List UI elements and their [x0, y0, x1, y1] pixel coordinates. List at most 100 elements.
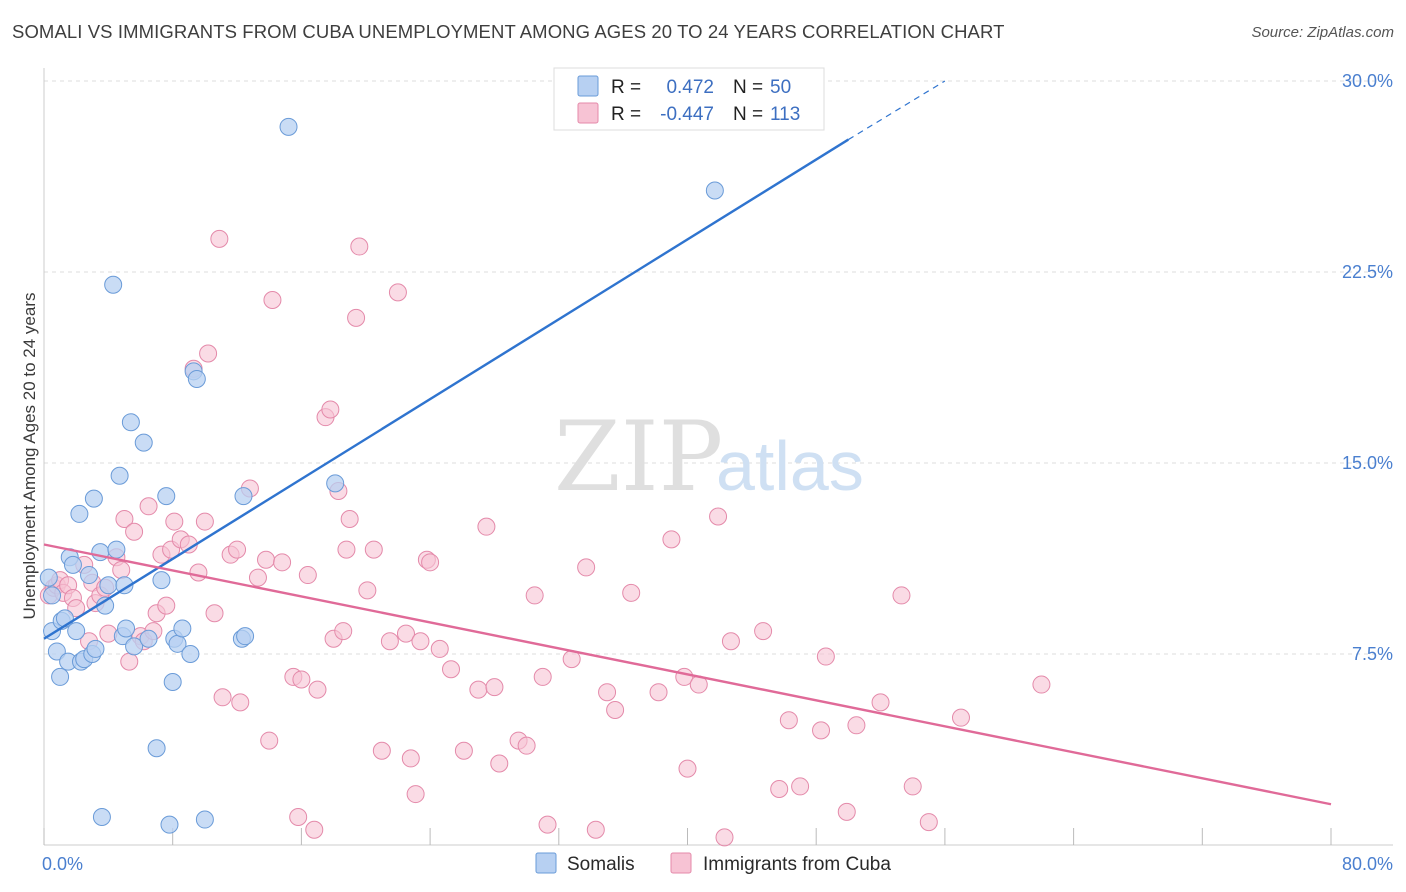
legend-n-value-somali: 50: [770, 77, 791, 98]
y-tick-label-0: 7.5%: [1352, 644, 1393, 664]
somali-point-10: [67, 622, 86, 641]
cuba-point-111: [951, 708, 970, 727]
chart-source: Source: ZipAtlas.com: [1251, 24, 1394, 41]
legend-r-value-cuba: -0.447: [660, 104, 714, 125]
somali-point-14: [80, 566, 99, 585]
watermark-atlas: atlas: [716, 427, 864, 505]
cuba-point-39: [228, 540, 247, 559]
somali-point-23: [107, 540, 126, 559]
somali-point-35: [160, 815, 179, 834]
cuba-point-106: [847, 716, 866, 735]
somali-points: [39, 117, 724, 834]
watermark-zip: ZIP: [554, 401, 723, 513]
cuba-point-50: [298, 566, 317, 585]
cuba-point-37: [213, 688, 232, 707]
somali-point-9: [63, 555, 82, 574]
cuba-point-74: [442, 660, 461, 679]
bottom-legend-swatch-cuba: [670, 852, 692, 874]
cuba-point-94: [678, 759, 697, 778]
somali-point-36: [163, 673, 182, 692]
cuba-point-32: [189, 563, 208, 582]
somali-point-43: [195, 810, 214, 829]
cuba-point-107: [871, 693, 890, 712]
y-tick-label-3: 30.0%: [1342, 71, 1393, 91]
cuba-point-64: [372, 741, 391, 760]
cuba-trend-line: [43, 543, 1332, 806]
cuba-point-105: [837, 802, 856, 821]
cuba-point-112: [1032, 675, 1051, 694]
cuba-point-58: [337, 540, 356, 559]
cuba-point-89: [606, 701, 625, 720]
somali-point-11: [70, 504, 89, 523]
cuba-point-96: [709, 507, 728, 526]
somali-point-3: [47, 642, 66, 661]
legend-r-label-somali: R =: [611, 77, 641, 98]
axes: [43, 68, 1393, 846]
cuba-point-101: [779, 711, 798, 730]
cuba-point-92: [662, 530, 681, 549]
cuba-point-51: [305, 820, 324, 839]
cuba-point-98: [721, 632, 740, 651]
cuba-point-60: [347, 308, 366, 327]
legend-swatch-cuba: [577, 102, 599, 124]
cuba-point-28: [165, 512, 184, 531]
cuba-point-63: [364, 540, 383, 559]
legend-r-label-cuba: R =: [611, 104, 641, 125]
cuba-point-103: [812, 721, 831, 740]
cuba-point-22: [139, 497, 158, 516]
cuba-points: [39, 229, 1051, 847]
stats-legend-box: [553, 67, 825, 131]
legend-n-label-somali: N =: [733, 77, 763, 98]
cuba-point-48: [289, 807, 308, 826]
cuba-point-18: [120, 652, 139, 671]
cuba-point-35: [205, 604, 224, 623]
cuba-point-40: [231, 693, 250, 712]
trend-lines: [43, 80, 1332, 806]
somali-trend-extension: [848, 80, 946, 141]
somali-trend-line: [43, 138, 850, 640]
somali-point-27: [117, 619, 136, 638]
cuba-point-72: [421, 553, 440, 572]
cuba-point-91: [649, 683, 668, 702]
cuba-point-88: [598, 683, 617, 702]
legend-n-label-cuba: N =: [733, 104, 763, 125]
stats-legend: R = 0.472 N = 50 R = -0.447 N = 113: [553, 67, 825, 131]
somali-point-48: [326, 474, 345, 493]
cuba-point-108: [892, 586, 911, 605]
somali-point-28: [121, 413, 140, 432]
cuba-point-78: [485, 678, 504, 697]
somali-point-0: [39, 568, 58, 587]
somali-point-17: [86, 639, 105, 658]
bottom-legend-label-cuba: Immigrants from Cuba: [703, 854, 891, 875]
cuba-point-62: [358, 581, 377, 600]
cuba-point-61: [350, 237, 369, 256]
cuba-point-87: [586, 820, 605, 839]
cuba-point-79: [490, 754, 509, 773]
cuba-point-17: [115, 510, 134, 529]
somali-point-49: [705, 181, 724, 200]
bottom-legend-label-somali: Somalis: [567, 854, 635, 875]
cuba-point-90: [622, 583, 641, 602]
somali-point-19: [92, 807, 111, 826]
cuba-point-100: [770, 779, 789, 798]
cuba-point-44: [260, 731, 279, 750]
cuba-point-75: [454, 741, 473, 760]
y-tick-label-2: 22.5%: [1342, 262, 1393, 282]
cuba-point-59: [340, 510, 359, 529]
somali-point-34: [157, 487, 176, 506]
x-tick-labels: 0.0% 80.0%: [42, 854, 1393, 874]
somali-point-1: [43, 586, 62, 605]
cuba-point-7: [67, 599, 86, 618]
cuba-point-110: [919, 813, 938, 832]
cuba-point-19: [125, 522, 144, 541]
somali-point-42: [187, 369, 206, 388]
cuba-point-69: [406, 785, 425, 804]
legend-n-value-cuba: 113: [770, 104, 800, 125]
x-tick-label-max: 80.0%: [1342, 854, 1393, 874]
cuba-point-66: [388, 283, 407, 302]
cuba-point-26: [157, 596, 176, 615]
cuba-point-81: [517, 736, 536, 755]
cuba-point-45: [263, 291, 282, 310]
somali-point-16: [84, 489, 103, 508]
